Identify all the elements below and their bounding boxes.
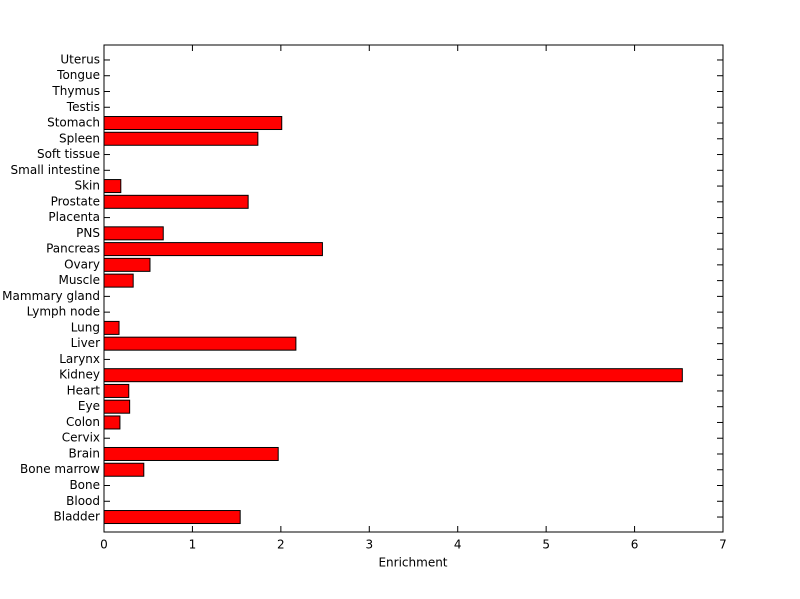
y-tick-label: Brain xyxy=(69,446,100,460)
y-tick-label: Placenta xyxy=(48,210,100,224)
x-tick-label: 3 xyxy=(365,538,373,552)
x-tick-label: 6 xyxy=(631,538,639,552)
x-axis-label: Enrichment xyxy=(378,556,447,570)
bar xyxy=(103,446,279,461)
y-tick-label: Bone marrow xyxy=(20,462,100,476)
y-tick-label: Kidney xyxy=(59,368,100,382)
bar xyxy=(103,116,283,131)
y-tick-label: Testis xyxy=(66,100,100,114)
bar xyxy=(103,399,131,414)
bar xyxy=(103,510,241,525)
y-tick-label: Eye xyxy=(78,399,100,413)
y-tick-label: Soft tissue xyxy=(37,147,100,161)
y-tick-label: Tongue xyxy=(56,68,100,82)
y-tick-label: Thymus xyxy=(51,84,100,98)
y-tick-label: Lung xyxy=(71,320,100,334)
bar xyxy=(103,320,120,335)
y-tick-label: Pancreas xyxy=(46,242,100,256)
bar xyxy=(103,194,249,209)
y-tick-label: Uterus xyxy=(60,52,100,66)
y-tick-label: Small intestine xyxy=(11,163,100,177)
y-tick-label: PNS xyxy=(76,226,100,240)
bar xyxy=(103,336,297,351)
bar xyxy=(103,462,145,477)
y-tick-label: Bone xyxy=(69,478,100,492)
bar xyxy=(103,383,130,398)
x-tick-label: 1 xyxy=(189,538,197,552)
y-tick-label: Spleen xyxy=(59,131,100,145)
bar xyxy=(103,257,151,272)
y-tick-label: Lymph node xyxy=(27,305,100,319)
y-tick-label: Stomach xyxy=(47,116,100,130)
y-tick-label: Skin xyxy=(74,179,100,193)
bar xyxy=(103,273,134,288)
bar xyxy=(103,242,323,257)
y-tick-label: Ovary xyxy=(64,257,100,271)
y-tick-label: Blood xyxy=(66,494,100,508)
y-tick-label: Mammary gland xyxy=(2,289,100,303)
x-tick-label: 0 xyxy=(100,538,108,552)
y-tick-label: Colon xyxy=(66,415,100,429)
x-tick-label: 5 xyxy=(542,538,550,552)
y-tick-label: Heart xyxy=(67,383,101,397)
bar xyxy=(103,131,259,146)
y-tick-label: Larynx xyxy=(59,352,100,366)
bar xyxy=(103,179,122,194)
bar xyxy=(103,368,683,383)
x-tick-label: 7 xyxy=(719,538,727,552)
bar xyxy=(103,226,164,241)
y-tick-label: Prostate xyxy=(51,194,100,208)
x-tick-label: 2 xyxy=(277,538,285,552)
y-tick-label: Cervix xyxy=(62,431,100,445)
bar xyxy=(103,415,121,430)
y-tick-label: Muscle xyxy=(58,273,100,287)
y-tick-label: Liver xyxy=(71,336,101,350)
x-tick-label: 4 xyxy=(454,538,462,552)
y-tick-label: Bladder xyxy=(54,510,101,524)
